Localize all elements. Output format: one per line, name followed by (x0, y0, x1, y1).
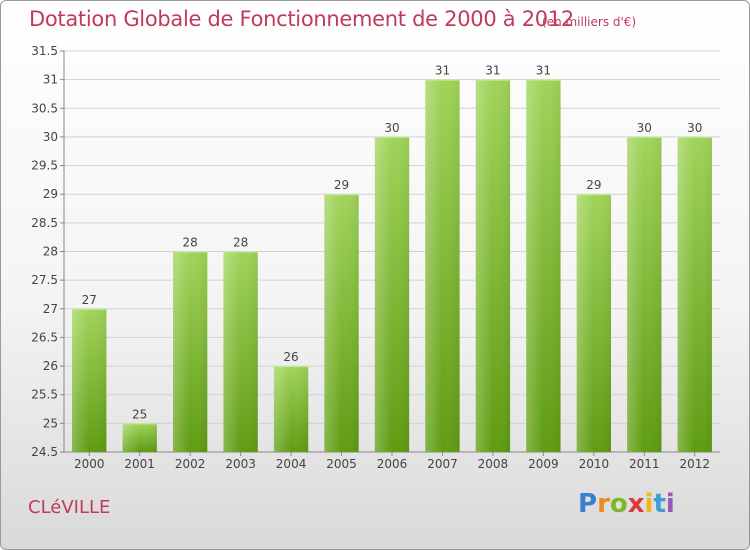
x-tick-label: 2003 (225, 457, 256, 471)
x-tick-label: 2010 (579, 457, 610, 471)
labels: 24.5 25 25.5 26 26.5 27 27.5 28 28.5 29 29.5 30 30.5… (31, 44, 710, 471)
x-tick-label: 2011 (629, 457, 660, 471)
x-tick-label: 2009 (528, 457, 559, 471)
bar-value-label: 30 (384, 121, 399, 135)
logo-letter: x (627, 489, 645, 519)
bar-highlight (324, 194, 359, 452)
y-tick-label: 26.5 (31, 330, 58, 344)
logo-letter: r (597, 489, 610, 519)
bar-highlight (677, 136, 712, 452)
y-tick-label: 29.5 (31, 159, 58, 173)
bar-value-label: 27 (82, 293, 97, 307)
x-tick-label: 2005 (326, 457, 357, 471)
bar-value-label: 28 (233, 236, 248, 250)
town-name: CLéVILLE (28, 497, 111, 518)
bar-highlight (172, 251, 208, 452)
bar-value-label: 29 (586, 178, 601, 192)
bar-highlight (374, 136, 410, 452)
y-tick-label: 26 (43, 359, 58, 373)
bar-value-label: 31 (485, 64, 500, 78)
x-tick-label: 2000 (74, 457, 105, 471)
y-tick-label: 29 (43, 187, 58, 201)
logo-letter: i (644, 489, 654, 519)
proxiti-logo: Proxiti (578, 489, 675, 519)
bar-value-label: 28 (183, 236, 198, 250)
x-tick-label: 2006 (377, 457, 408, 471)
logo-letter: i (665, 489, 675, 519)
x-tick-label: 2008 (478, 457, 509, 471)
bar-highlight (526, 79, 561, 453)
bar-value-label: 30 (687, 121, 702, 135)
bar-value-label: 29 (334, 178, 349, 192)
bar-highlight (627, 136, 662, 452)
y-tick-label: 31.5 (31, 44, 58, 58)
x-tick-label: 2012 (679, 457, 710, 471)
y-tick-label: 30.5 (31, 101, 58, 115)
y-tick-label: 25.5 (31, 388, 58, 402)
y-tick-label: 30 (43, 130, 58, 144)
unit-note: (en milliers d'€) (542, 15, 637, 29)
x-tick-label: 2004 (276, 457, 307, 471)
bars (72, 79, 712, 453)
x-tick-label: 2001 (124, 457, 155, 471)
bar-highlight (576, 194, 612, 452)
y-tick-label: 31 (43, 73, 58, 87)
bar-value-label: 30 (637, 121, 652, 135)
chart-title: Dotation Globale de Fonctionnement de 20… (29, 7, 574, 31)
bar-value-label: 31 (435, 64, 450, 78)
y-tick-label: 28.5 (31, 216, 58, 230)
y-tick-label: 27.5 (31, 273, 58, 287)
logo-letter: t (653, 489, 666, 519)
bar-highlight (122, 423, 157, 452)
y-tick-label: 25 (43, 416, 58, 430)
x-tick-label: 2007 (427, 457, 458, 471)
bar-highlight (72, 308, 107, 452)
logo-letter: o (609, 489, 628, 519)
bar-highlight (425, 79, 460, 453)
bar-highlight (273, 366, 309, 452)
bar-value-label: 31 (536, 64, 551, 78)
bar-highlight (475, 79, 511, 453)
y-tick-label: 27 (43, 302, 58, 316)
x-tick-label: 2002 (175, 457, 206, 471)
bar-value-label: 25 (132, 407, 147, 421)
bar-highlight (223, 251, 258, 452)
logo-letter: P (578, 489, 598, 519)
y-tick-label: 24.5 (31, 445, 58, 459)
bar-value-label: 26 (283, 350, 298, 364)
y-tick-label: 28 (43, 245, 58, 259)
